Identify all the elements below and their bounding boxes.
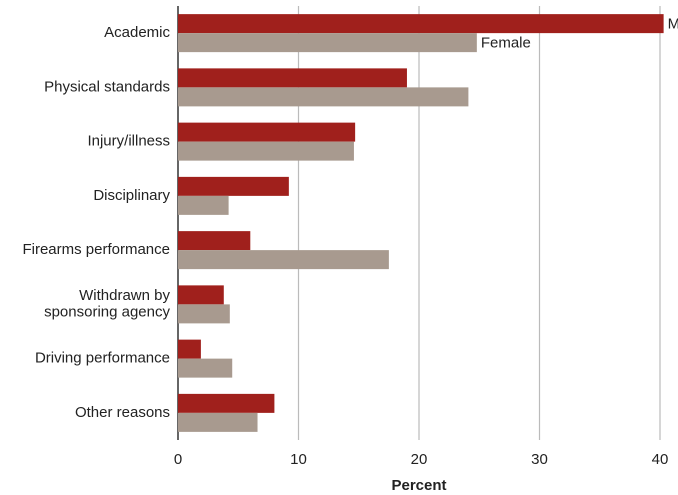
bar	[178, 14, 664, 34]
x-tick-label: 0	[174, 451, 182, 468]
y-tick-label: Firearms performance	[22, 241, 170, 258]
bar	[178, 195, 229, 215]
x-tick-label: 30	[531, 451, 548, 468]
bar	[178, 412, 258, 432]
x-tick-label: 40	[652, 451, 669, 468]
bar	[178, 231, 251, 251]
x-tick-label: 20	[411, 451, 428, 468]
bar	[178, 358, 233, 378]
bar	[178, 339, 201, 359]
x-axis-title: Percent	[391, 477, 446, 494]
bar	[178, 285, 224, 305]
bar	[178, 33, 477, 53]
bar	[178, 68, 407, 88]
y-tick-label: Driving performance	[35, 350, 170, 367]
y-tick-label: Disciplinary	[93, 187, 170, 204]
bar	[178, 304, 230, 324]
y-tick-label: Injury/illness	[87, 133, 170, 150]
bar	[178, 393, 275, 413]
bar	[178, 176, 289, 196]
y-tick-label: Other reasons	[75, 404, 170, 421]
bar	[178, 87, 469, 107]
bar	[178, 250, 389, 270]
x-tick-label: 10	[290, 451, 307, 468]
bar	[178, 141, 354, 161]
legend-label: Male	[668, 16, 678, 33]
bar	[178, 122, 356, 142]
y-tick-label: Academic	[104, 24, 170, 41]
legend-label: Female	[481, 35, 531, 52]
y-tick-label: Withdrawn by sponsoring agency	[44, 287, 170, 321]
y-tick-label: Physical standards	[44, 78, 170, 95]
